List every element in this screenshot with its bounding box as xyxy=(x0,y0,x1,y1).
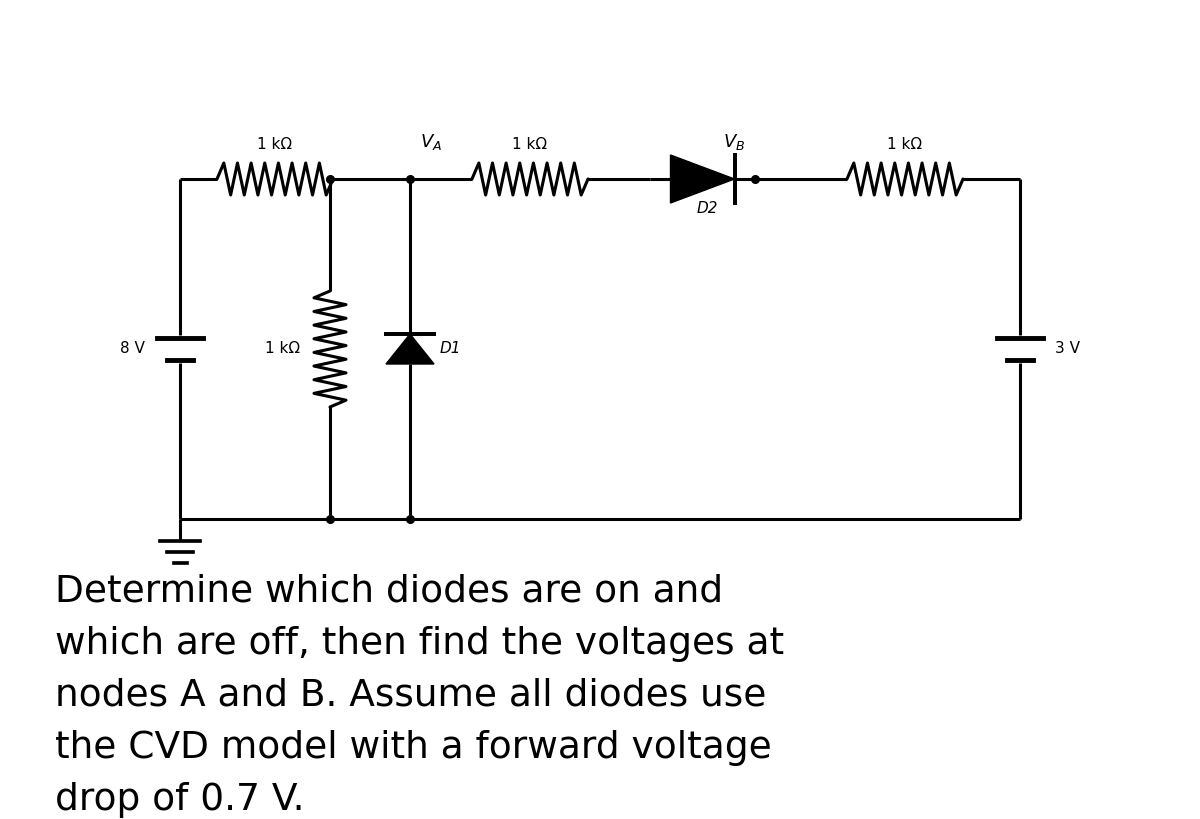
Text: 1 kΩ: 1 kΩ xyxy=(888,137,923,152)
Text: D2: D2 xyxy=(697,201,719,216)
Text: $V_A$: $V_A$ xyxy=(420,132,442,152)
Text: $V_B$: $V_B$ xyxy=(722,132,745,152)
Text: 1 kΩ: 1 kΩ xyxy=(265,342,300,356)
Polygon shape xyxy=(671,155,734,203)
Text: D1: D1 xyxy=(440,342,462,356)
Text: 1 kΩ: 1 kΩ xyxy=(258,137,293,152)
Text: which are off, then find the voltages at: which are off, then find the voltages at xyxy=(55,626,784,662)
Text: nodes A and B. Assume all diodes use: nodes A and B. Assume all diodes use xyxy=(55,678,767,714)
Text: 3 V: 3 V xyxy=(1055,342,1080,356)
Text: drop of 0.7 V.: drop of 0.7 V. xyxy=(55,782,305,818)
Polygon shape xyxy=(386,334,434,364)
Text: 1 kΩ: 1 kΩ xyxy=(512,137,547,152)
Text: Determine which diodes are on and: Determine which diodes are on and xyxy=(55,574,724,610)
Text: the CVD model with a forward voltage: the CVD model with a forward voltage xyxy=(55,730,772,766)
Text: 8 V: 8 V xyxy=(120,342,145,356)
